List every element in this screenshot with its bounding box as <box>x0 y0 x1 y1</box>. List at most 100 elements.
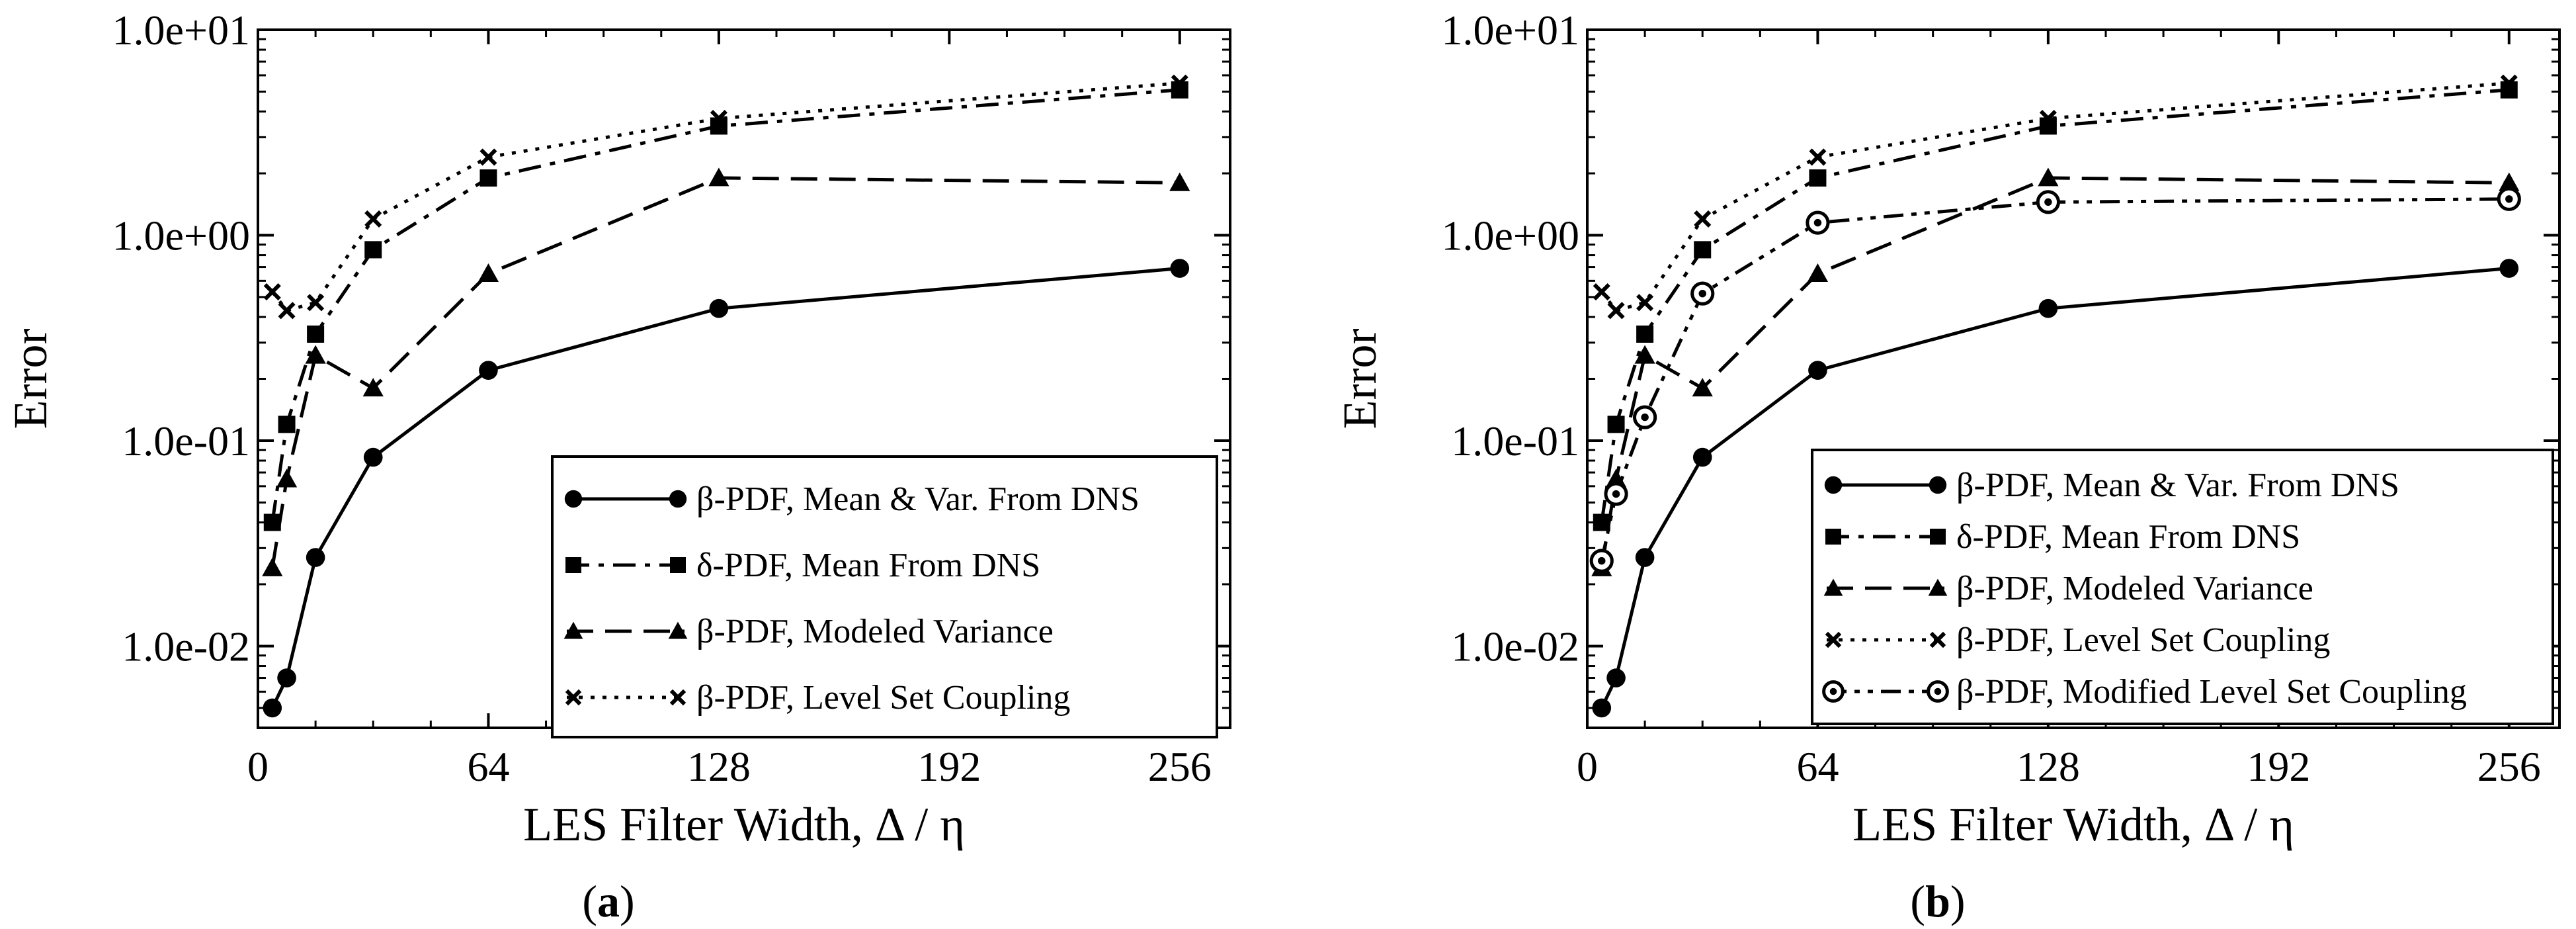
series-2 <box>1593 81 2518 531</box>
x-tick-label: 0 <box>1577 743 1598 790</box>
legend-marker-stroke-b <box>565 689 582 706</box>
data-point <box>2036 190 2060 214</box>
y-tick-label: 1.0e+01 <box>1442 7 1580 54</box>
legend-marker <box>1825 631 1842 648</box>
data-point-stroke-b <box>278 302 296 320</box>
legend-marker <box>669 490 687 508</box>
legend-marker <box>565 689 582 706</box>
data-point <box>1807 263 1829 283</box>
legend-label: β-PDF, Level Set Coupling <box>1956 621 2330 659</box>
caption-paren-close: ) <box>1950 876 1966 926</box>
x-tick-label: 256 <box>1148 743 1212 790</box>
data-point <box>278 302 296 320</box>
series-3 <box>262 167 1190 576</box>
data-point <box>362 378 384 397</box>
data-point <box>1634 345 1655 364</box>
data-point <box>1809 169 1827 187</box>
data-point <box>2038 167 2059 187</box>
data-point-stroke-b <box>1607 302 1625 320</box>
data-point <box>276 468 298 488</box>
caption-letter: a <box>597 876 620 926</box>
data-point-dot <box>2044 198 2052 206</box>
legend-marker <box>1927 680 1949 703</box>
y-axis-label: Error <box>1333 329 1386 429</box>
data-point <box>708 167 729 187</box>
data-point <box>1636 325 1654 343</box>
series-1 <box>1592 259 2519 718</box>
legend-marker-dot <box>1934 687 1942 695</box>
data-point <box>2038 298 2058 318</box>
data-point <box>1607 416 1625 433</box>
legend: β-PDF, Mean & Var. From DNS δ-PDF, Mean F… <box>1811 449 2554 725</box>
data-point <box>1692 378 1713 397</box>
legend-marker <box>1824 476 1843 494</box>
data-point <box>1592 698 1612 718</box>
data-point-dot <box>1612 490 1620 498</box>
data-point-stroke-b <box>2039 110 2057 128</box>
x-tick-label: 64 <box>467 743 509 790</box>
data-point <box>1694 241 1712 259</box>
data-point <box>307 294 325 312</box>
data-point-stroke-b <box>1593 283 1610 301</box>
data-point <box>1633 405 1657 429</box>
legend-marker-stroke-b <box>1825 631 1842 648</box>
y-tick-label: 1.0e-02 <box>122 623 250 670</box>
legend-marker <box>669 689 686 706</box>
legend-marker <box>1822 680 1845 703</box>
data-point <box>1809 148 1827 166</box>
data-point <box>2499 259 2519 278</box>
data-point <box>1635 548 1655 567</box>
y-tick-label: 1.0e+00 <box>1442 212 1580 259</box>
x-tick-label: 0 <box>247 743 269 790</box>
panel-caption: (b) <box>1910 876 1965 926</box>
legend-marker <box>1823 578 1843 596</box>
legend-marker-dot <box>1829 687 1837 695</box>
panel-caption: (a) <box>582 876 634 926</box>
legend-marker <box>563 621 583 639</box>
legend-marker <box>1929 476 1947 494</box>
data-point-stroke-b <box>307 294 325 312</box>
data-point-stroke-b <box>1809 148 1827 166</box>
data-point <box>277 668 296 687</box>
x-axis-label: LES Filter Width, Δ / η <box>1852 798 2294 851</box>
legend-marker <box>1929 631 1946 648</box>
x-tick-label: 128 <box>2016 743 2080 790</box>
data-point <box>1690 281 1715 306</box>
data-point <box>1593 283 1610 301</box>
data-point <box>1694 210 1712 228</box>
legend-marker <box>564 490 583 508</box>
series-1 <box>263 259 1190 718</box>
legend-label: β-PDF, Modeled Variance <box>1956 570 2313 607</box>
data-point <box>709 298 729 318</box>
legend-label: δ-PDF, Mean From DNS <box>1956 518 2300 556</box>
data-point <box>479 148 497 166</box>
data-point <box>1806 210 1830 235</box>
data-point-stroke-b <box>1694 210 1712 228</box>
data-point <box>2039 110 2057 128</box>
legend-marker <box>1928 578 1948 596</box>
legend-marker-stroke-b <box>669 689 686 706</box>
x-axis-label: LES Filter Width, Δ / η <box>523 798 965 851</box>
series-line <box>270 81 1180 313</box>
chart-panel-a: 0 64 128 192 256 1.0e-02 1.0e-01 1.0e+00 1.0e+01… <box>4 7 1231 926</box>
x-tick-label: 64 <box>1796 743 1839 790</box>
data-point <box>364 241 382 259</box>
caption-paren-open: ( <box>582 876 597 926</box>
data-point <box>305 345 326 364</box>
data-point <box>1607 302 1625 320</box>
series-4 <box>1593 74 2518 320</box>
data-point <box>1589 549 1614 573</box>
series-5 <box>1589 187 2521 573</box>
data-point-dot <box>1813 218 1822 227</box>
caption-paren-open: ( <box>1910 876 1925 926</box>
y-tick-label: 1.0e-01 <box>122 418 250 464</box>
data-point-stroke-b <box>2500 74 2518 92</box>
data-point <box>479 169 497 187</box>
legend-marker <box>1825 529 1841 545</box>
x-tick-label: 256 <box>2477 743 2541 790</box>
chart-panel-b: 0 64 128 192 256 1.0e-02 1.0e-01 1.0e+00 1.0e+01… <box>1333 7 2561 926</box>
legend-marker <box>1930 529 1946 545</box>
series-4 <box>263 74 1188 320</box>
data-point <box>306 548 325 567</box>
